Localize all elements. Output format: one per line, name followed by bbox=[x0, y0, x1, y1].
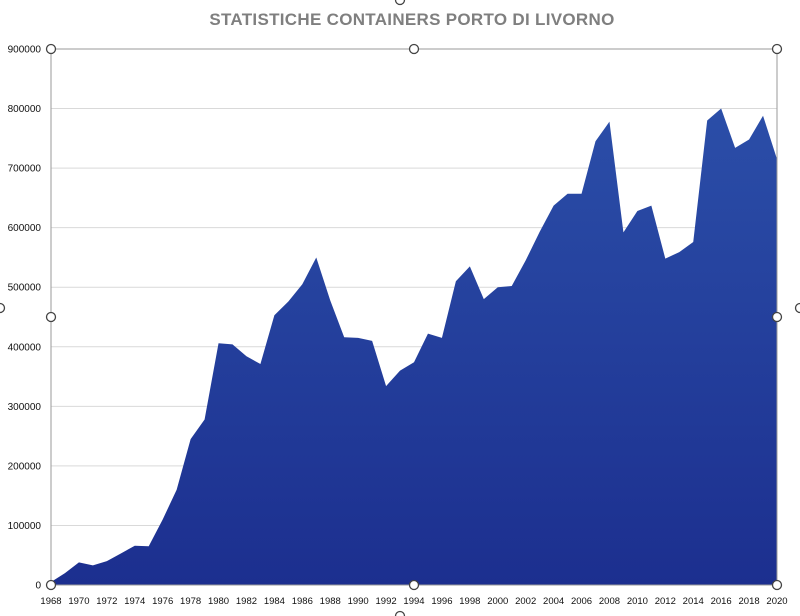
y-tick-label: 200000 bbox=[8, 461, 42, 472]
x-tick-label: 1974 bbox=[124, 596, 145, 607]
resize-handle[interactable] bbox=[771, 579, 783, 591]
y-tick-label: 100000 bbox=[8, 521, 42, 532]
y-tick-label: 0 bbox=[35, 581, 41, 592]
resize-handle[interactable] bbox=[408, 43, 420, 55]
resize-handle[interactable] bbox=[771, 311, 783, 323]
y-tick-label: 900000 bbox=[8, 45, 42, 56]
outer-resize-handle[interactable] bbox=[794, 302, 800, 314]
x-tick-label: 1984 bbox=[264, 596, 285, 607]
x-tick-label: 2016 bbox=[711, 596, 732, 607]
x-tick-label: 2004 bbox=[543, 596, 564, 607]
x-axis-ticks: 1968 1970 1972 1974 1976 1978 1980 1982 1984 1986… bbox=[40, 596, 787, 607]
y-tick-label: 300000 bbox=[8, 402, 42, 413]
x-tick-label: 1972 bbox=[96, 596, 117, 607]
x-tick-label: 2014 bbox=[683, 596, 704, 607]
x-tick-label: 1986 bbox=[292, 596, 313, 607]
outer-resize-handle[interactable] bbox=[394, 610, 406, 616]
x-tick-label: 1970 bbox=[68, 596, 89, 607]
resize-handle[interactable] bbox=[45, 43, 57, 55]
chart-title: STATISTICHE CONTAINERS PORTO DI LIVORNO bbox=[209, 10, 614, 29]
resize-handle[interactable] bbox=[771, 43, 783, 55]
x-tick-label: 1978 bbox=[180, 596, 201, 607]
x-tick-label: 2002 bbox=[515, 596, 536, 607]
outer-resize-handle[interactable] bbox=[394, 0, 406, 6]
x-tick-label: 1994 bbox=[403, 596, 424, 607]
x-tick-label: 2018 bbox=[739, 596, 760, 607]
series-area bbox=[51, 108, 777, 585]
x-tick-label: 1990 bbox=[348, 596, 369, 607]
x-tick-label: 1980 bbox=[208, 596, 229, 607]
x-tick-label: 2020 bbox=[766, 596, 787, 607]
resize-handle[interactable] bbox=[45, 579, 57, 591]
x-tick-label: 1998 bbox=[459, 596, 480, 607]
y-tick-label: 400000 bbox=[8, 342, 42, 353]
y-tick-label: 600000 bbox=[8, 223, 42, 234]
x-tick-label: 2012 bbox=[655, 596, 676, 607]
x-tick-label: 1976 bbox=[152, 596, 173, 607]
y-tick-label: 800000 bbox=[8, 104, 42, 115]
x-tick-label: 2010 bbox=[627, 596, 648, 607]
x-tick-label: 2000 bbox=[487, 596, 508, 607]
x-tick-label: 2006 bbox=[571, 596, 592, 607]
x-tick-label: 1968 bbox=[40, 596, 61, 607]
resize-handle[interactable] bbox=[45, 311, 57, 323]
x-tick-label: 2008 bbox=[599, 596, 620, 607]
outer-resize-handle[interactable] bbox=[0, 302, 6, 314]
x-tick-label: 1988 bbox=[320, 596, 341, 607]
y-tick-label: 500000 bbox=[8, 283, 42, 294]
resize-handle[interactable] bbox=[408, 579, 420, 591]
x-tick-label: 1982 bbox=[236, 596, 257, 607]
y-axis-ticks: 0 100000 200000 300000 400000 500000 600000 700… bbox=[8, 45, 42, 592]
y-tick-label: 700000 bbox=[8, 164, 42, 175]
x-tick-label: 1992 bbox=[376, 596, 397, 607]
x-tick-label: 1996 bbox=[431, 596, 452, 607]
data-area bbox=[51, 108, 777, 585]
